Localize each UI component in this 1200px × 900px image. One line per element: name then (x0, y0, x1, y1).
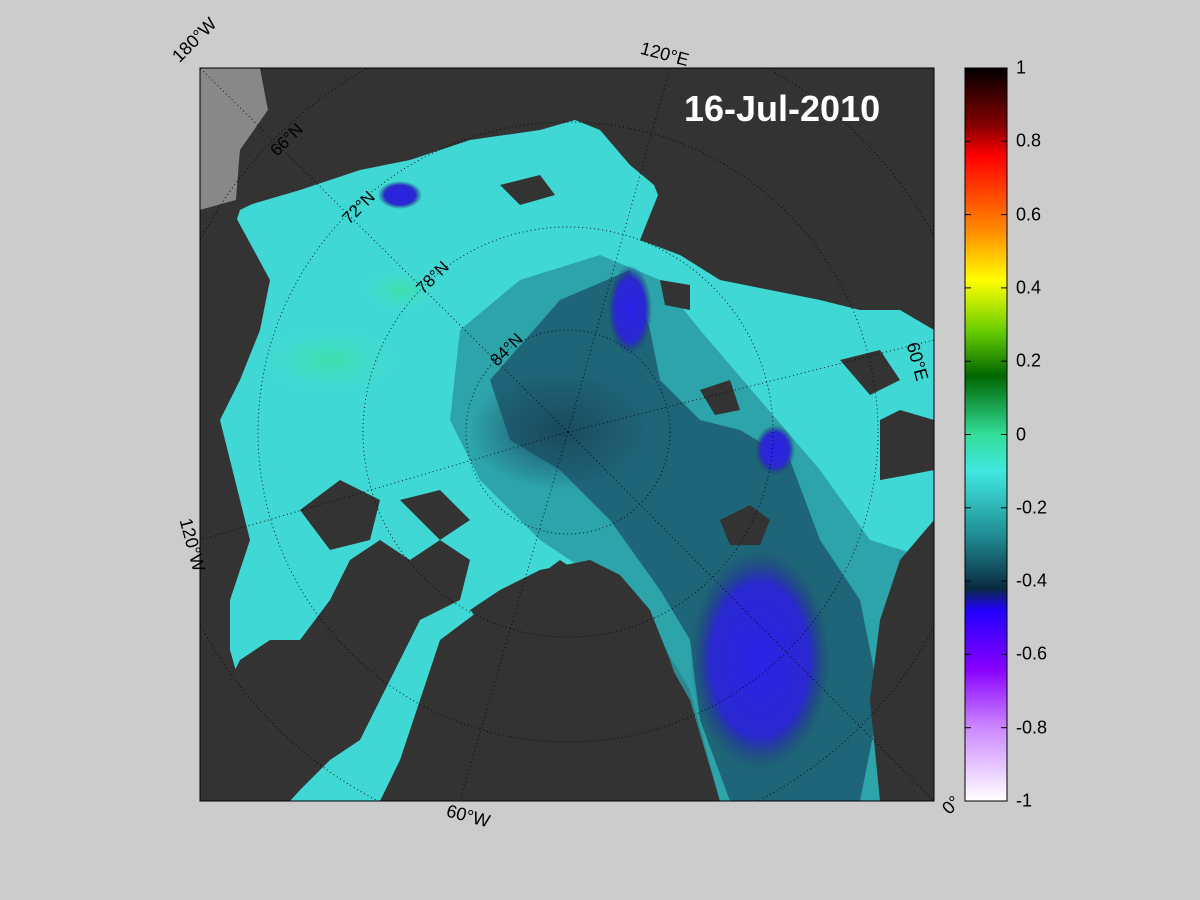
colorbar-tick-label: 0 (1016, 424, 1027, 444)
colorbar-tick-label: -0.4 (1016, 570, 1048, 591)
colorbar-tick-label: -0.2 (1016, 497, 1048, 518)
alaska-land (200, 68, 430, 250)
date-label: 16-Jul-2010 (684, 88, 881, 129)
colorbar-tick-label: -1 (1016, 790, 1033, 811)
colorbar-tick-label: -0.6 (1016, 643, 1048, 664)
colorbar-tick-label: 1 (1016, 57, 1027, 78)
map-panel (200, 68, 934, 801)
canadian-archipelago-land (220, 540, 470, 801)
colorbar-tick-label: 0.4 (1016, 277, 1042, 298)
colorbar-tick-label: 0.2 (1016, 350, 1042, 371)
colorbar (964, 67, 1008, 802)
eurasia-land (870, 520, 934, 801)
siberia-land (600, 68, 934, 310)
colorbar-tick-label: -0.8 (1016, 717, 1048, 738)
no-data-region (200, 68, 268, 210)
colorbar-tick-label: 0.6 (1016, 204, 1042, 225)
colorbar-tick-label: 0.8 (1016, 130, 1042, 151)
greenland-land (470, 560, 700, 801)
graticule (200, 68, 934, 801)
